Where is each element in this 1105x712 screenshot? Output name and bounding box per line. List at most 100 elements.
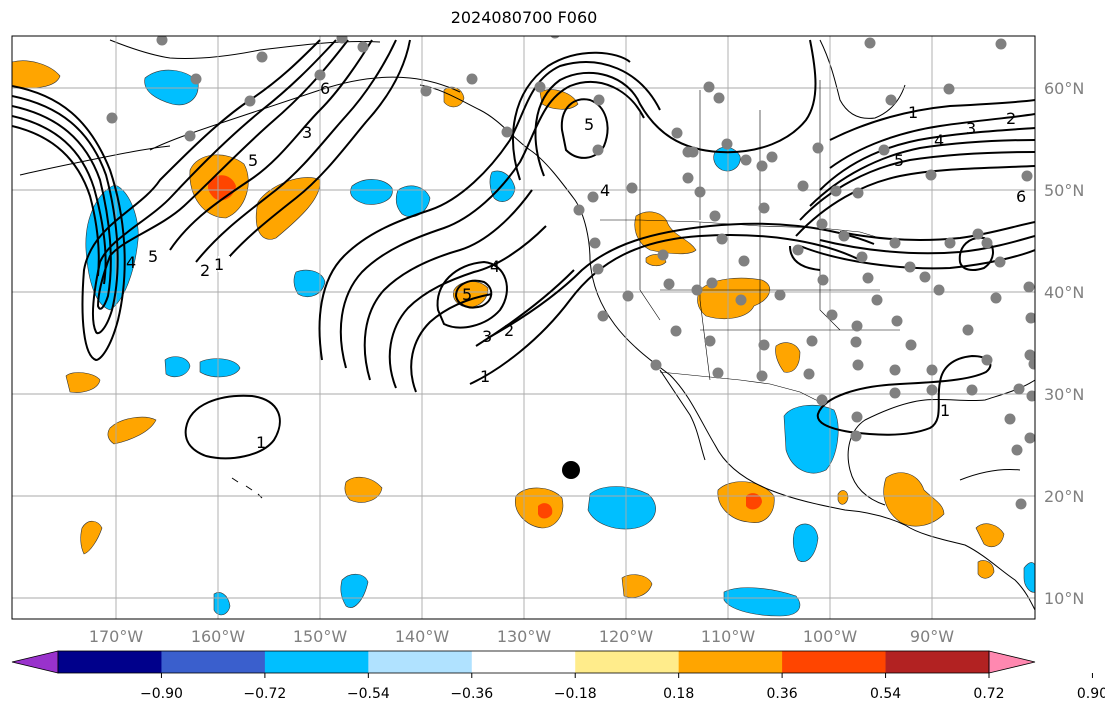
contour-ridge-3 — [512, 51, 631, 181]
colorbar-tick-label: 0.72 — [973, 686, 1004, 702]
strong-positive-cores — [207, 175, 762, 519]
contour-west-2 — [12, 39, 337, 335]
plot-frame — [11, 35, 1036, 620]
orange-patch-subtrop-1 — [65, 372, 101, 393]
lat-label: 40°N — [1044, 283, 1084, 302]
colorbar-tick-label: 0.90 — [1077, 686, 1105, 702]
colorbar-segment — [368, 651, 473, 673]
state-lines — [639, 220, 900, 381]
contour-central-2 — [339, 81, 645, 369]
colorbar-segment — [885, 651, 990, 673]
latitude-axis: 10°N 20°N 30°N 40°N 50°N 60°N — [1044, 79, 1084, 608]
contour-high-5 — [560, 98, 609, 159]
colorbar-tick-label: 0.18 — [663, 686, 694, 702]
us-mexico-border — [659, 371, 821, 403]
lon-label: 110°W — [701, 627, 756, 646]
contour-central-5 — [410, 293, 493, 393]
clabel-north-5: 5 — [584, 115, 594, 134]
orange-patch-texas-w — [775, 342, 801, 373]
contour-east-7 — [799, 245, 1035, 270]
storm-center-marker — [562, 461, 580, 479]
contour-west-5 — [12, 125, 100, 277]
colorbar-frame — [57, 650, 990, 674]
contour-gulf-1 — [816, 354, 992, 436]
red-core-tropic-1 — [538, 503, 553, 519]
blue-patch-hawaii-n2 — [199, 358, 241, 378]
orange-patch-central-am — [975, 523, 1005, 547]
coastlines — [19, 39, 1035, 611]
blue-patch-subtrop — [587, 486, 656, 530]
orange-patch-central-am-2 — [977, 560, 995, 579]
map-title: 2024080700 F060 — [450, 8, 598, 27]
contour-west-7 — [195, 39, 397, 263]
longitude-axis: 170°W 160°W 150°W 140°W 130°W 120°W 110°… — [89, 627, 954, 646]
colorbar-tick-label: −0.72 — [243, 686, 286, 702]
clabel-west-2: 2 — [200, 261, 210, 280]
colorbar-tick-label: 0.54 — [870, 686, 901, 702]
contour-east-8 — [819, 235, 1035, 255]
contour-central-3 — [363, 189, 533, 381]
blue-patch-hawaii-n1 — [164, 356, 191, 378]
contour-east-1 — [829, 99, 1035, 141]
lat-label: 30°N — [1044, 385, 1084, 404]
contour-west-6 — [169, 39, 373, 251]
clabel-west-5: 5 — [148, 247, 158, 266]
contour-west-4 — [12, 115, 107, 285]
coast-north-america — [419, 84, 1035, 611]
blue-patch-far-east — [1023, 562, 1035, 593]
positive-anomaly-patches — [12, 60, 1005, 598]
contour-labels: 2 1 4 5 3 5 6 1 2 3 4 5 5 4 1 2 3 4 5 6 … — [126, 79, 1026, 452]
contour-west-8 — [217, 39, 411, 271]
blue-patch-eastpac-1 — [792, 523, 819, 562]
colorbar-tick-label: −0.36 — [450, 686, 493, 702]
contour-hawaii-1 — [184, 394, 281, 460]
colorbar-tick-label: −0.54 — [347, 686, 390, 702]
coast-gulf-mexico — [847, 379, 1035, 506]
coast-cuba — [959, 469, 1021, 481]
colorbar-segment — [264, 651, 369, 673]
lat-label: 10°N — [1044, 589, 1084, 608]
clabel-east-3: 3 — [966, 119, 976, 138]
colorbar-extend-low — [11, 650, 59, 674]
contour-east-5 — [799, 151, 1035, 221]
colorbar-segment — [471, 651, 576, 673]
contour-west-1 — [12, 39, 321, 362]
contour-low-5 — [454, 279, 493, 309]
contour-east-6 — [795, 165, 1035, 237]
plot-area: 2 1 4 5 3 5 6 1 2 3 4 5 5 4 1 2 3 4 5 6 … — [12, 36, 1035, 619]
colorbar-segments — [58, 651, 990, 673]
clabel-west-4: 4 — [126, 253, 136, 272]
coast-hudson — [819, 39, 906, 119]
contour-low-4 — [436, 260, 508, 329]
contour-east-4 — [809, 139, 1035, 207]
clabel-east-1: 1 — [908, 103, 918, 122]
red-core-tropic-2 — [746, 493, 762, 510]
contour-ridge-4 — [534, 39, 817, 177]
colorbar-segment — [58, 651, 162, 673]
contour-band-1 — [469, 234, 861, 385]
orange-patch-southwest — [80, 520, 103, 555]
colorbar-tick-label: 0.36 — [767, 686, 798, 702]
colorbar-segment — [575, 651, 680, 673]
colorbar-segment — [161, 651, 266, 673]
canada-provinces — [639, 80, 821, 228]
lon-label: 90°W — [910, 627, 954, 646]
clabel-west-1: 1 — [214, 255, 224, 274]
lon-label: 160°W — [191, 627, 246, 646]
blue-patch-south-1 — [340, 573, 369, 608]
colorbar-ticks: −0.90 −0.72 −0.54 −0.36 −0.18 0.18 0.36 0.54 0.7… — [140, 673, 1105, 702]
contour-central-4 — [388, 225, 547, 389]
lat-label: 60°N — [1044, 79, 1084, 98]
clabel-gulf-1: 1 — [940, 401, 950, 420]
lat-label: 50°N — [1044, 181, 1084, 200]
clabel-east-5: 5 — [894, 151, 904, 170]
lon-label: 140°W — [395, 627, 450, 646]
blue-patch-central-1 — [350, 179, 393, 205]
orange-patch-subtrop-2 — [107, 416, 157, 445]
clabel-west-6: 6 — [320, 79, 330, 98]
contours — [12, 39, 1035, 460]
contour-east-10 — [789, 245, 821, 271]
coast-baja — [659, 369, 706, 461]
graticule — [12, 36, 1035, 619]
orange-patch-colorado — [697, 277, 771, 319]
